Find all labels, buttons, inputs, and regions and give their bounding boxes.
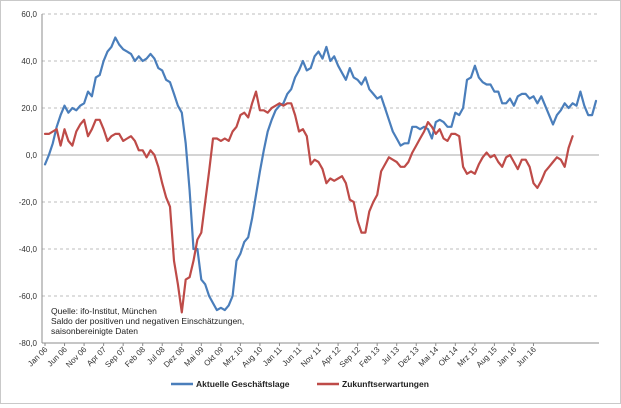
legend: Aktuelle Geschäftslage Zukunftserwartunge… bbox=[171, 379, 429, 389]
series-lines bbox=[43, 36, 598, 314]
y-tick-label: -60,0 bbox=[19, 292, 38, 301]
x-tick-label: Mai 14 bbox=[417, 345, 441, 369]
x-tick-label: Aug 10 bbox=[240, 345, 265, 370]
x-tick-label: Jan 11 bbox=[261, 345, 284, 368]
y-tick-label: -20,0 bbox=[19, 198, 38, 207]
annotation-line: saisonbereinigte Daten bbox=[51, 326, 138, 336]
x-tick-label: Mai 09 bbox=[182, 345, 206, 369]
y-tick-label: -80,0 bbox=[19, 339, 38, 348]
x-tick-label: Jan 16 bbox=[495, 345, 519, 369]
legend-label: Aktuelle Geschäftslage bbox=[196, 379, 290, 389]
x-tick-label: Jun 16 bbox=[515, 345, 539, 369]
x-tick-label: Nov 11 bbox=[299, 345, 323, 369]
y-tick-label: 40,0 bbox=[21, 57, 37, 66]
legend-label: Zukunftserwartungen bbox=[342, 379, 429, 389]
y-axis-ticks: 60,0 40,0 20,0 0,0 -20,0 -40,0 -60,0 -80,0 bbox=[19, 10, 38, 348]
x-tick-label: Nov 06 bbox=[64, 345, 89, 370]
x-tick-label: Sep 12 bbox=[338, 345, 363, 370]
x-tick-label: Feb 13 bbox=[358, 345, 382, 369]
annotation-line: Saldo der positiven und negativen Einsch… bbox=[51, 316, 244, 326]
x-tick-label: Jan 06 bbox=[26, 345, 50, 369]
x-tick-label: Feb 08 bbox=[123, 345, 147, 369]
y-tick-label: 0,0 bbox=[26, 151, 38, 160]
annotation-line: Quelle: ifo-Institut, München bbox=[51, 306, 157, 316]
x-tick-label: Sep 07 bbox=[103, 345, 128, 370]
x-tick-label: Dez 08 bbox=[162, 345, 187, 370]
series-line-zukunftserwartungen bbox=[43, 90, 574, 314]
series-line-aktuelle-gesch-ftslage bbox=[43, 36, 598, 312]
gridlines bbox=[41, 13, 599, 344]
y-tick-label: 20,0 bbox=[21, 104, 37, 113]
x-tick-label: Aug 15 bbox=[475, 345, 500, 370]
y-tick-label: -40,0 bbox=[19, 245, 38, 254]
x-tick-label: Dez 13 bbox=[396, 345, 421, 370]
y-tick-label: 60,0 bbox=[21, 10, 37, 19]
